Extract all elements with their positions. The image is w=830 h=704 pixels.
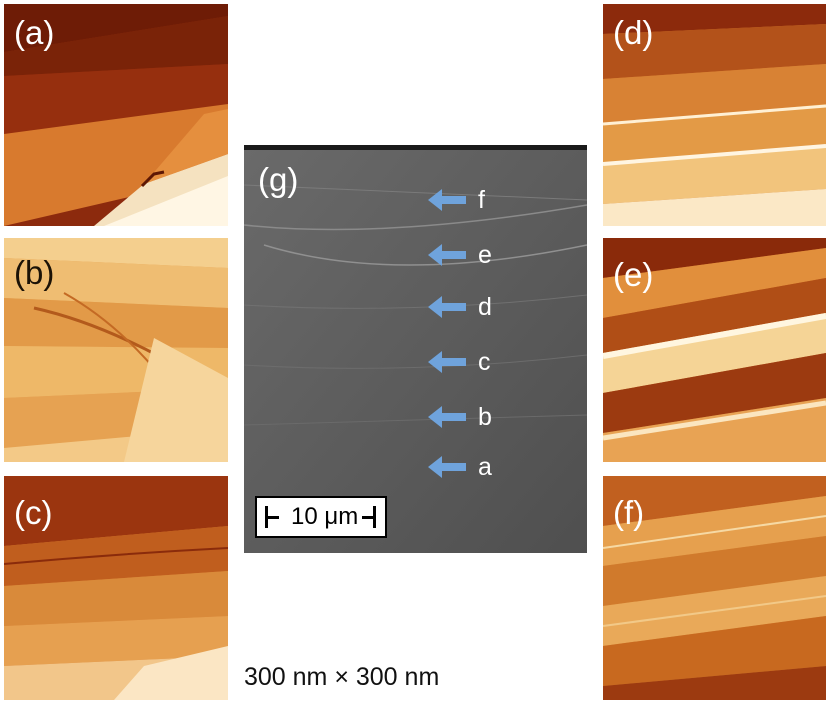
panel-label-d: (d) [613, 14, 654, 51]
arrow-marker-f: f [428, 185, 485, 215]
scale-bar: 10 μm [255, 496, 387, 538]
arrow-marker-e: e [428, 240, 492, 270]
arrow-marker-d: d [428, 292, 492, 322]
scale-bar-label: 10 μm [291, 503, 359, 530]
scale-bar-left-stub [265, 516, 279, 519]
arrow-label-e: e [478, 240, 492, 269]
image-size-caption: 300 nm × 300 nm [244, 663, 440, 691]
arrow-label-d: d [478, 292, 492, 321]
arrow-label-f: f [478, 185, 485, 214]
left-arrow-icon [428, 244, 466, 266]
afm-panel-f: (f) [603, 476, 826, 700]
left-arrow-icon [428, 351, 466, 373]
arrow-marker-b: b [428, 402, 492, 432]
panel-label-f: (f) [613, 494, 645, 531]
panel-label-b: (b) [14, 254, 55, 291]
left-arrow-icon [428, 406, 466, 428]
arrow-marker-c: c [428, 347, 491, 377]
afm-panel-b: (b) [4, 238, 228, 462]
left-arrow-icon [428, 189, 466, 211]
scale-bar-right-stub [362, 516, 376, 519]
panel-label-g: (g) [258, 161, 299, 198]
afm-panel-a: (a) [4, 4, 228, 226]
sem-image: (g) f e d c b a [244, 145, 587, 553]
arrow-label-a: a [478, 452, 492, 481]
left-arrow-icon [428, 456, 466, 478]
panel-label-e: (e) [613, 256, 654, 293]
afm-panel-e: (e) [603, 238, 826, 462]
panel-label-a: (a) [14, 14, 55, 51]
afm-panel-d: (d) [603, 4, 826, 226]
arrow-marker-a: a [428, 452, 492, 482]
arrow-label-c: c [478, 347, 491, 376]
arrow-label-b: b [478, 402, 492, 431]
left-arrow-icon [428, 296, 466, 318]
afm-panel-c: (c) [4, 476, 228, 700]
panel-label-c: (c) [14, 494, 53, 531]
